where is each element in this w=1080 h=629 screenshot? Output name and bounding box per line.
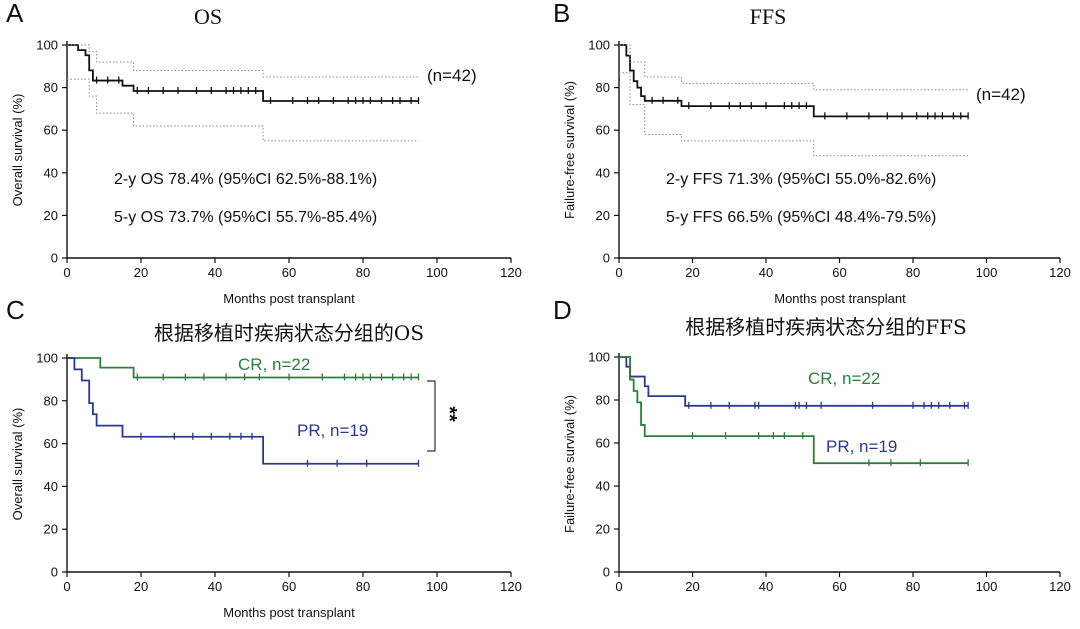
panel-b-y-tick-label: 100 xyxy=(588,38,610,53)
panel-d-y-tick-label: 40 xyxy=(596,479,610,494)
panel-c-x-tick-label: 0 xyxy=(63,579,70,594)
panel-c-x-tick-label: 60 xyxy=(282,579,296,594)
panel-c-cr-label: CR, n=22 xyxy=(238,355,310,374)
panel-c-x-tick-label: 80 xyxy=(356,579,370,594)
panel-d-series-1-curve xyxy=(619,356,969,465)
panel-d-ffs-by-disease-status: D 根据移植时疾病状态分组的FFS Failure-free survival … xyxy=(553,295,1071,594)
panel-letter-c: C xyxy=(6,295,25,325)
panel-a-y-tick-label: 60 xyxy=(44,123,58,138)
panel-b-stat-2y: 2-y FFS 71.3% (95%CI 55.0%-82.6%) xyxy=(666,171,936,188)
panel-b-failure-free-survival: B FFS Failure-free survival (%) Months p… xyxy=(553,0,1071,306)
panel-a-n-label: (n=42) xyxy=(427,66,477,85)
panel-b-x-tick-label: 40 xyxy=(759,265,773,280)
panel-d-x-tick-label: 20 xyxy=(685,579,699,594)
panel-b-y-tick-label: 80 xyxy=(596,80,610,95)
panel-b-y-tick-label: 20 xyxy=(596,208,610,223)
panel-a-y-tick-label: 100 xyxy=(36,38,58,53)
panel-d-ylabel: Failure-free survival (%) xyxy=(562,395,577,533)
panel-letter-d: D xyxy=(553,295,572,325)
panel-b-x-tick-label: 120 xyxy=(1049,265,1071,280)
panel-d-x-tick-label: 0 xyxy=(615,579,622,594)
panel-c-series-0-curve xyxy=(67,357,419,379)
panel-a-xlabel: Months post transplant xyxy=(223,291,355,306)
panel-c-ylabel: Overall survival (%) xyxy=(10,408,25,521)
panel-a-x-tick-label: 20 xyxy=(134,265,148,280)
panel-b-y-tick-label: 60 xyxy=(596,123,610,138)
panel-letter-b: B xyxy=(553,0,570,28)
panel-b-x-tick-label: 80 xyxy=(906,265,920,280)
panel-d-y-tick-label: 100 xyxy=(588,350,610,365)
panel-a-x-tick-label: 40 xyxy=(208,265,222,280)
panel-a-x-tick-label: 0 xyxy=(63,265,70,280)
panel-a-stat-5y: 5-y OS 73.7% (95%CI 55.7%-85.4%) xyxy=(114,209,377,226)
panel-b-x-tick-label: 0 xyxy=(615,265,622,280)
panel-c-y-tick-label: 100 xyxy=(36,351,58,366)
panel-c-y-tick-label: 80 xyxy=(44,393,58,408)
panel-a-stat-2y: 2-y OS 78.4% (95%CI 62.5%-88.1%) xyxy=(114,171,377,188)
panel-c-x-tick-label: 100 xyxy=(426,579,448,594)
panel-c-x-tick-label: 40 xyxy=(208,579,222,594)
panel-d-y-tick-label: 80 xyxy=(596,393,610,408)
panel-b-x-tick-label: 60 xyxy=(832,265,846,280)
panel-a-series-0-curve xyxy=(67,44,419,102)
panel-d-x-tick-label: 40 xyxy=(759,579,773,594)
panel-c-x-tick-label: 120 xyxy=(500,579,522,594)
panel-a-y-tick-label: 0 xyxy=(51,251,58,266)
panel-b-title: FFS xyxy=(750,4,787,29)
panel-d-pr-label: PR, n=19 xyxy=(826,437,897,456)
panel-d-x-tick-label: 60 xyxy=(832,579,846,594)
significance-bracket xyxy=(427,380,436,452)
significance-marker: ** xyxy=(438,406,460,422)
panel-d-x-tick-label: 120 xyxy=(1049,579,1071,594)
panel-d-title: 根据移植时疾病状态分组的FFS xyxy=(685,315,966,339)
panel-d-cr-label: CR, n=22 xyxy=(808,369,880,388)
panel-c-y-tick-label: 40 xyxy=(44,479,58,494)
panel-d-x-tick-label: 100 xyxy=(976,579,998,594)
panel-c-y-tick-label: 0 xyxy=(51,565,58,580)
panel-c-xlabel: Months post transplant xyxy=(223,605,355,620)
panel-a-y-tick-label: 20 xyxy=(44,208,58,223)
panel-b-stat-5y: 5-y FFS 66.5% (95%CI 48.4%-79.5%) xyxy=(666,209,936,226)
panel-b-ylabel: Failure-free survival (%) xyxy=(562,81,577,219)
panel-b-n-label: (n=42) xyxy=(976,85,1026,104)
panel-c-y-tick-label: 20 xyxy=(44,522,58,537)
panel-a-y-tick-label: 40 xyxy=(44,165,58,180)
panel-a-title: OS xyxy=(194,4,222,29)
panel-a-x-tick-label: 60 xyxy=(282,265,296,280)
panel-b-y-tick-label: 0 xyxy=(603,251,610,266)
panel-a-x-tick-label: 120 xyxy=(500,265,522,280)
panel-d-y-tick-label: 0 xyxy=(603,565,610,580)
panel-a-overall-survival: A OS Overall survival (%) Months post tr… xyxy=(6,0,522,306)
panel-b-series-1-curve xyxy=(619,44,969,91)
panel-a-x-tick-label: 100 xyxy=(426,265,448,280)
panel-b-x-tick-label: 100 xyxy=(976,265,998,280)
panel-d-y-tick-label: 20 xyxy=(596,522,610,537)
panel-a-series-2-curve xyxy=(67,78,419,142)
panel-a-y-tick-label: 80 xyxy=(44,80,58,95)
panel-d-x-tick-label: 80 xyxy=(906,579,920,594)
panel-c-os-by-disease-status: C 根据移植时疾病状态分组的OS Overall survival (%) Mo… xyxy=(6,295,522,620)
panel-c-pr-label: PR, n=19 xyxy=(297,421,368,440)
panel-c-y-tick-label: 60 xyxy=(44,436,58,451)
panel-a-x-tick-label: 80 xyxy=(356,265,370,280)
panel-d-series-0-curve xyxy=(619,356,969,407)
panel-d-y-tick-label: 60 xyxy=(596,436,610,451)
panel-a-ylabel: Overall survival (%) xyxy=(10,94,25,207)
panel-c-title: 根据移植时疾病状态分组的OS xyxy=(154,321,424,345)
panel-b-y-tick-label: 40 xyxy=(596,165,610,180)
panel-b-series-0-curve xyxy=(619,44,969,118)
panel-b-x-tick-label: 20 xyxy=(685,265,699,280)
panel-c-x-tick-label: 20 xyxy=(134,579,148,594)
panel-a-series-1-curve xyxy=(67,44,419,78)
panel-letter-a: A xyxy=(6,0,24,28)
panel-b-xlabel: Months post transplant xyxy=(774,291,906,306)
panel-b-series-2-curve xyxy=(619,72,969,157)
